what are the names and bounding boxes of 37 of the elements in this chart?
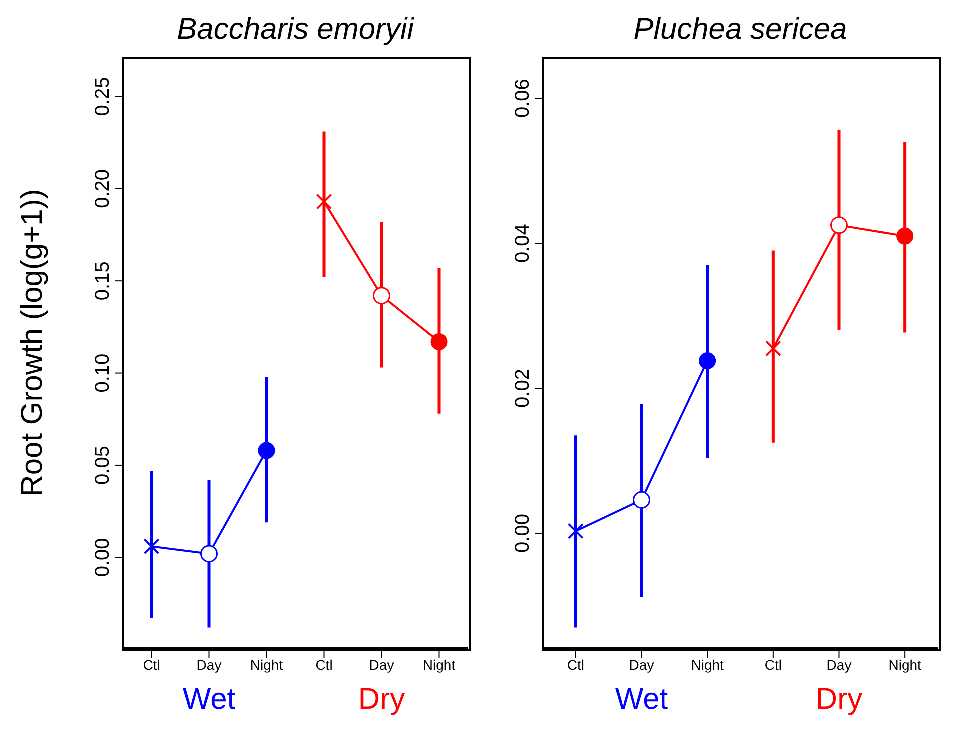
y-tick-label: 0.06 [512,79,534,118]
x-tick-label: Night [888,656,922,673]
text: Wet [182,683,237,717]
y-tick-label: 0.05 [92,446,114,485]
y-tick-label: 0.00 [512,514,534,553]
y-tick-label: 0.15 [92,262,114,301]
x-tick-label: Night [691,656,724,673]
y-tick-label: 0.02 [512,369,534,408]
x-tick-label: Day [369,656,394,673]
text: Dry [357,683,406,717]
x-tick-label: Day [196,656,222,673]
chart-title: Pluchea sericea [632,13,848,47]
point [896,228,914,245]
x-tick-label: Night [422,656,456,673]
x-tick-label: Ctl [143,656,160,673]
y-tick-label: 0.04 [512,224,534,264]
point [699,352,716,370]
y-axis-title: Root Growth (log(g+1)) [16,189,50,497]
point [430,333,448,350]
x-tick-label: Ctl [567,656,584,673]
text: Wet [614,683,670,717]
text: Dry [814,683,864,717]
point [830,216,848,234]
point [633,491,650,509]
point [373,287,390,305]
y-tick-label: 0.00 [92,538,114,578]
chart-title: Baccharis emoryii [176,13,416,47]
y-tick-label: 0.20 [92,169,114,208]
y-tick-label: 0.25 [92,77,114,116]
x-tick-label: Night [250,656,284,673]
point [258,442,276,460]
x-tick-label: Ctl [316,656,333,673]
y-tick-label: 0.10 [92,354,114,393]
x-tick-label: Ctl [764,656,782,673]
x-tick-label: Day [629,656,654,673]
x-tick-label: Day [826,656,852,673]
point [200,545,218,563]
